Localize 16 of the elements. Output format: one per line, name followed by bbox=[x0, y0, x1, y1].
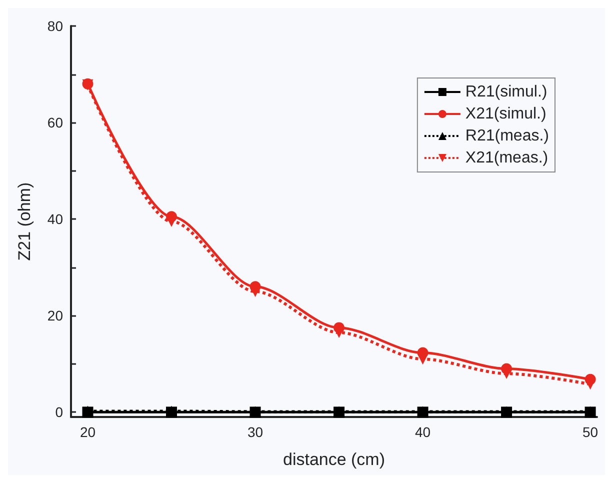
x-tick-label: 30 bbox=[247, 424, 264, 440]
y-tick-label: 20 bbox=[47, 308, 64, 324]
y-tick-label: 0 bbox=[55, 404, 64, 420]
legend-label: R21(simul.) bbox=[465, 84, 548, 100]
y-tick-label: 80 bbox=[47, 18, 64, 34]
legend-label: R21(meas.) bbox=[465, 128, 549, 144]
y-tick-label: 40 bbox=[47, 211, 64, 228]
x-axis-title: distance (cm) bbox=[282, 450, 386, 469]
y-axis-title: Z21 (ohm) bbox=[15, 182, 34, 261]
point bbox=[417, 354, 428, 365]
y-tick-label: 60 bbox=[47, 114, 64, 131]
legend-label: X21(simul.) bbox=[465, 106, 546, 122]
x-tick-label: 20 bbox=[80, 424, 96, 440]
legend-label: X21(meas.) bbox=[465, 150, 548, 166]
x-tick-label: 40 bbox=[414, 424, 431, 440]
x-tick-label: 50 bbox=[582, 424, 598, 440]
